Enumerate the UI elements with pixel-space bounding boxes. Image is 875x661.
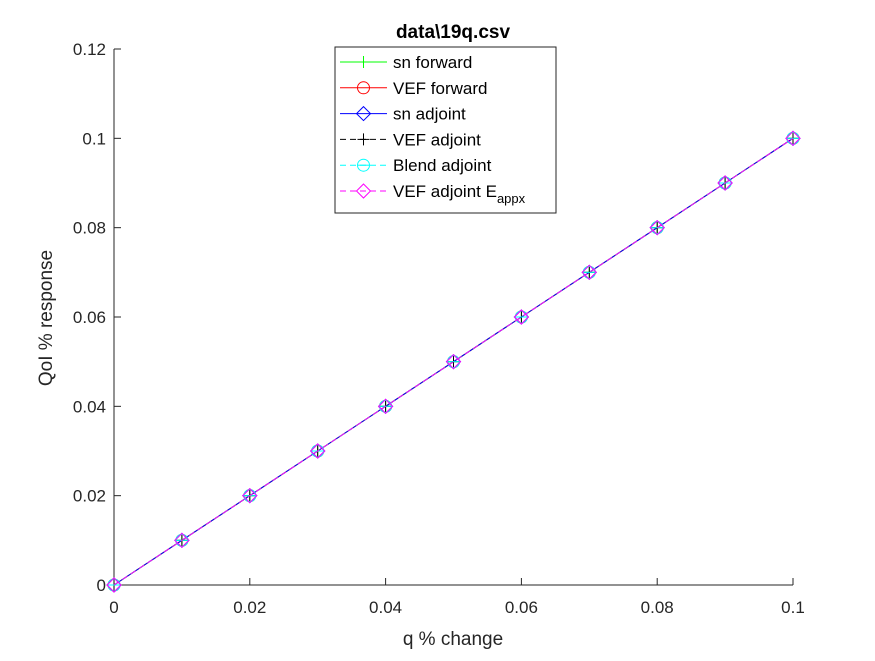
legend: sn forward VEF forward sn adjoint VEF adjoi… xyxy=(334,46,557,214)
data-point-marker xyxy=(242,487,258,504)
data-point-marker xyxy=(106,577,122,593)
data-point-marker xyxy=(355,183,372,199)
data-point-marker xyxy=(581,264,598,281)
data-point-marker xyxy=(447,355,460,369)
plot-area xyxy=(106,130,801,593)
data-point-marker xyxy=(357,56,370,68)
y-tick-label: 0.04 xyxy=(73,397,106,416)
legend-box xyxy=(334,46,557,214)
data-point-marker xyxy=(717,175,733,191)
legend-entry: Blend adjoint xyxy=(340,156,492,175)
data-point-marker xyxy=(357,158,370,172)
data-point-marker xyxy=(357,81,370,95)
legend-label: Blend adjoint xyxy=(393,156,492,175)
series-line xyxy=(113,137,794,586)
data-point-marker xyxy=(355,105,372,122)
legend-label-subscript: appx xyxy=(497,191,526,206)
legend-label: sn forward xyxy=(393,53,472,72)
legend-label: VEF forward xyxy=(393,79,487,98)
data-point-marker xyxy=(174,532,190,549)
y-tick-label: 0.12 xyxy=(73,40,106,59)
legend-entry: VEF forward xyxy=(340,79,487,98)
x-tick-label: 0.06 xyxy=(505,598,538,617)
legend-entry: sn adjoint xyxy=(340,105,466,124)
y-tick-label: 0.1 xyxy=(82,129,106,148)
legend-label: sn adjoint xyxy=(393,105,466,124)
x-axis-label: q % change xyxy=(403,629,503,650)
y-tick-label: 0.08 xyxy=(73,219,106,238)
data-point-marker xyxy=(785,130,801,147)
y-tick-label: 0.06 xyxy=(73,308,106,327)
legend-entry: VEF adjoint xyxy=(340,130,481,149)
series-6 xyxy=(106,130,801,593)
x-tick-label: 0 xyxy=(109,598,118,617)
data-point-marker xyxy=(582,265,596,279)
data-point-marker xyxy=(445,353,462,370)
data-point-marker xyxy=(514,310,528,324)
x-tick-label: 0.1 xyxy=(781,598,805,617)
y-axis-label: QoI % response xyxy=(36,250,57,386)
chart-title: data\19q.csv xyxy=(396,22,510,43)
x-tick-label: 0.04 xyxy=(369,598,402,617)
data-point-marker xyxy=(309,443,326,459)
legend-label: VEF adjoint xyxy=(393,130,481,149)
y-tick-label: 0.02 xyxy=(73,487,106,506)
data-point-marker xyxy=(377,398,394,415)
legend-entry: sn forward xyxy=(340,53,472,72)
x-tick-label: 0.08 xyxy=(641,598,674,617)
data-point-marker xyxy=(513,309,530,325)
x-tick-label: 0.02 xyxy=(233,598,266,617)
y-tick-label: 0 xyxy=(97,576,106,595)
data-point-marker xyxy=(649,219,665,236)
data-point-marker xyxy=(357,133,370,146)
